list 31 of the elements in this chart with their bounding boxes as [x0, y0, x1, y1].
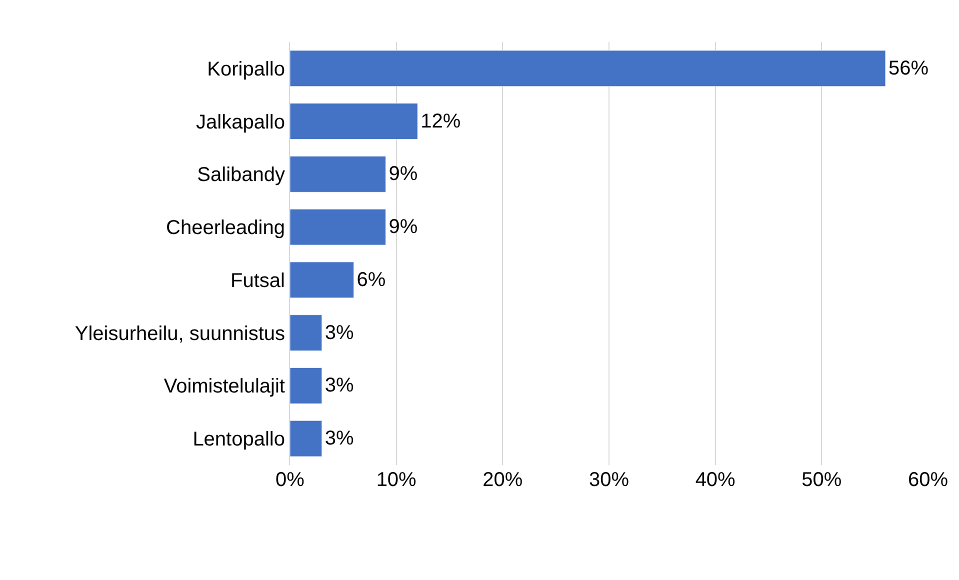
y-tick-label: Futsal	[230, 270, 285, 292]
bar	[290, 208, 386, 246]
bar	[290, 103, 418, 140]
y-tick-label: Jalkapallo	[196, 111, 285, 134]
x-tick-label: 50%	[802, 469, 842, 491]
y-tick-label: Cheerleading	[166, 217, 285, 240]
data-label: 9%	[388, 163, 418, 186]
x-tick-label: 60%	[908, 469, 948, 491]
x-tick-label: 10%	[376, 469, 417, 491]
bar	[290, 367, 322, 404]
y-tick-label: Yleisurheilu, suunnistus	[74, 322, 285, 345]
data-label: 56%	[888, 57, 929, 80]
x-tick-label: 40%	[695, 469, 736, 491]
data-label: 3%	[324, 322, 354, 344]
data-label: 3%	[324, 428, 354, 450]
y-tick-label: Voimistelulajit	[164, 376, 286, 398]
x-tick-label: 0%	[276, 469, 305, 491]
y-tick-label: Lentopallo	[192, 428, 285, 451]
y-tick-label: Salibandy	[197, 164, 285, 186]
x-tick-label: 30%	[588, 469, 630, 491]
x-tick-label: 20%	[482, 469, 523, 491]
bar	[290, 50, 886, 87]
y-tick-label: Koripallo	[207, 58, 285, 80]
bar	[290, 314, 322, 352]
bar	[290, 420, 322, 457]
data-label: 6%	[356, 268, 386, 291]
bar	[290, 262, 354, 298]
data-label: 9%	[388, 216, 418, 238]
data-label: 12%	[420, 110, 461, 132]
bar	[290, 156, 386, 192]
data-label: 3%	[324, 374, 354, 397]
